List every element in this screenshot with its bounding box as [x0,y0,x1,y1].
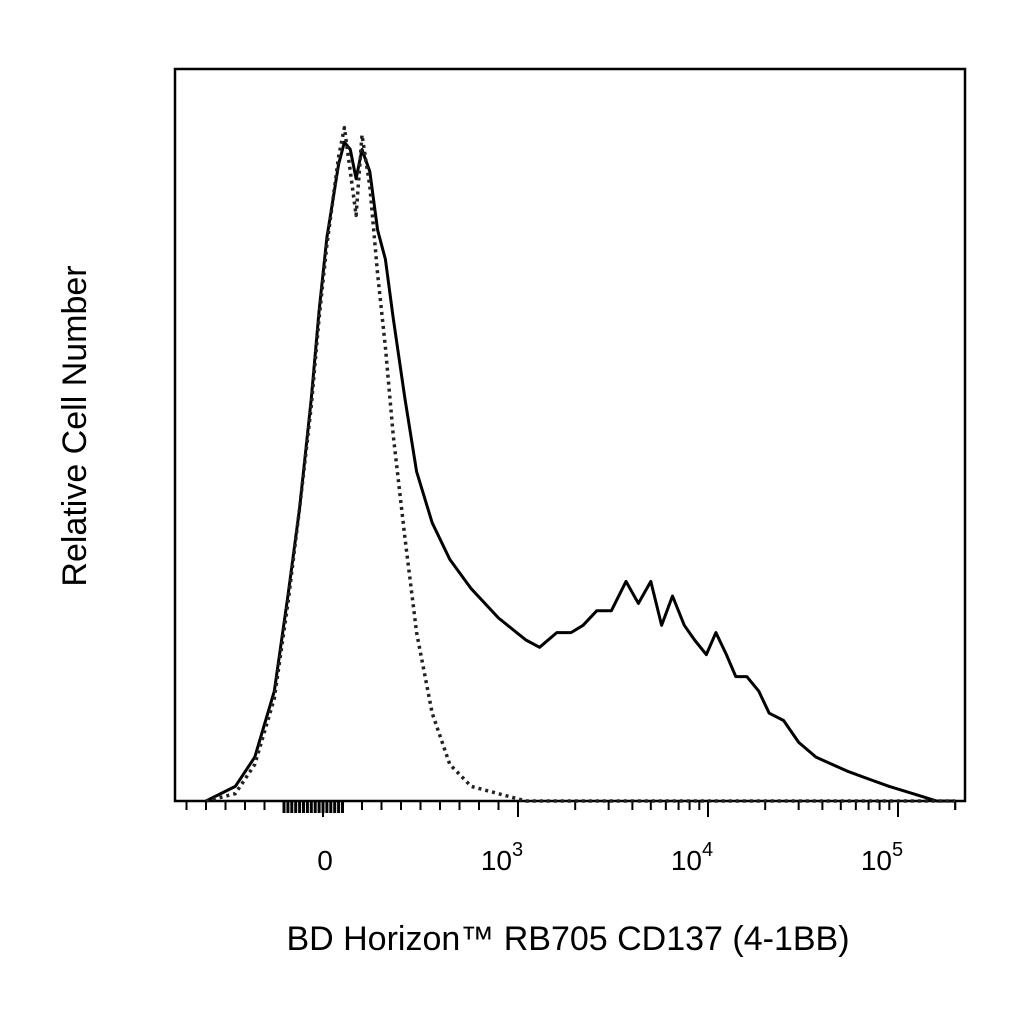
x-tick-label: 105 [861,839,903,876]
x-tick-label: 104 [671,839,713,876]
plot-frame [173,67,967,803]
series-line-dotted [205,125,956,803]
x-tick-label: 103 [481,839,523,876]
x-axis-label: BD Horizon™ RB705 CD137 (4-1BB) [286,920,849,958]
series-line-solid [205,140,956,803]
series-layer [205,125,956,803]
x-axis-tick-labels: 0 103 104 105 [317,839,903,876]
x-tick-label: 0 [317,845,333,876]
y-axis-label: Relative Cell Number [56,265,94,586]
x-axis-ticks [185,801,957,817]
